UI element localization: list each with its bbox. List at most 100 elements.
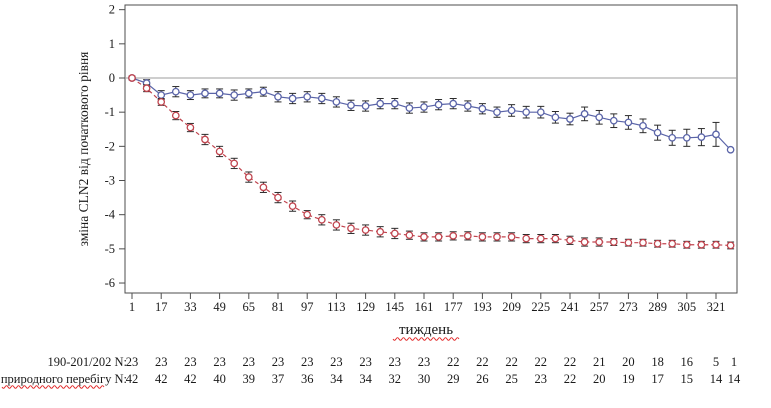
n-table-row-label: 190-201/202 N:	[47, 355, 127, 369]
n-table-value: 30	[418, 372, 431, 386]
x-tick-label: 257	[590, 300, 609, 314]
data-marker-0	[434, 100, 443, 109]
data-marker-1	[697, 240, 706, 249]
data-marker-1	[157, 98, 166, 106]
n-table-value: 20	[593, 372, 606, 386]
data-marker-1	[201, 135, 209, 144]
x-tick-label: 129	[356, 300, 375, 314]
data-marker-1	[434, 233, 443, 241]
n-table-value: 32	[389, 372, 402, 386]
n-table-value: 20	[622, 355, 635, 369]
n-table-value: 23	[155, 355, 168, 369]
x-tick-label: 113	[327, 300, 345, 314]
y-tick-label: -3	[105, 174, 115, 188]
x-axis-title: тиждень	[399, 322, 453, 338]
y-tick-label: 1	[109, 37, 115, 51]
data-marker-1	[347, 224, 355, 233]
data-marker-0	[420, 103, 428, 111]
series-line-1	[131, 77, 731, 247]
data-marker-0	[668, 133, 677, 142]
x-tick-label: 225	[531, 300, 550, 314]
data-marker-1	[449, 232, 458, 240]
data-marker-1	[128, 74, 136, 82]
x-tick-label: 33	[184, 300, 197, 314]
y-tick-label: -5	[105, 242, 115, 256]
x-tick-label: 49	[213, 300, 226, 314]
n-table-value: 5	[713, 355, 719, 369]
data-marker-0	[303, 92, 312, 101]
n-table-value: 23	[418, 355, 431, 369]
data-marker-1	[332, 221, 341, 229]
n-table-value: 14	[710, 372, 723, 386]
n-table-value: 14	[728, 372, 741, 386]
y-axis-title: зміна CLN2 від початкового рівня	[76, 52, 91, 247]
n-table-value: 42	[184, 372, 197, 386]
n-table-value: 40	[213, 372, 226, 386]
data-marker-1	[653, 239, 662, 248]
x-tick-label: 161	[415, 300, 434, 314]
data-marker-1	[420, 233, 428, 241]
data-marker-1	[274, 193, 282, 202]
data-marker-1	[624, 238, 633, 247]
data-marker-1	[171, 111, 180, 120]
data-marker-0	[347, 101, 355, 110]
n-table-value: 26	[476, 372, 489, 386]
n-table-value: 34	[330, 372, 343, 386]
x-tick-label: 17	[155, 300, 168, 314]
n-table-value: 23	[184, 355, 197, 369]
x-tick-label: 193	[473, 300, 492, 314]
data-marker-1	[215, 147, 224, 156]
data-marker-1	[259, 183, 268, 192]
n-table-value: 18	[651, 355, 664, 369]
data-marker-1	[390, 229, 399, 238]
data-marker-1	[405, 231, 414, 240]
data-marker-1	[478, 233, 487, 241]
plot-frame	[124, 4, 738, 294]
data-marker-0	[405, 104, 414, 112]
y-tick-label: 0	[109, 71, 115, 85]
data-marker-0	[551, 113, 560, 122]
data-marker-1	[303, 210, 312, 219]
data-marker-0	[682, 133, 691, 142]
data-marker-1	[493, 233, 501, 241]
x-tick-label: 81	[272, 300, 285, 314]
n-table-value: 23	[272, 355, 285, 369]
data-marker-0	[390, 99, 399, 108]
data-marker-1	[536, 234, 545, 243]
data-marker-0	[157, 91, 166, 99]
n-table-row-label: природного перебігу N:	[1, 372, 127, 386]
x-axis-title-spellcheck-squiggle	[392, 337, 460, 341]
data-marker-0	[376, 99, 385, 108]
n-table-value: 42	[126, 372, 139, 386]
data-marker-0	[580, 110, 589, 118]
x-tick-label: 97	[301, 300, 314, 314]
data-marker-1	[463, 232, 472, 240]
n-table-value: 15	[681, 372, 694, 386]
y-tick-label: -4	[105, 208, 116, 222]
data-marker-0	[493, 108, 501, 117]
n-table-value: 23	[301, 355, 314, 369]
n-table-value: 1	[731, 355, 737, 369]
data-marker-0	[712, 130, 720, 139]
n-table-value: 22	[476, 355, 489, 369]
data-marker-0	[201, 89, 209, 98]
row-label-spellcheck-squiggle	[1, 385, 105, 389]
data-marker-0	[566, 115, 574, 123]
data-marker-0	[244, 89, 253, 98]
data-marker-0	[230, 91, 239, 99]
data-marker-0	[595, 113, 604, 122]
n-table-value: 16	[681, 355, 694, 369]
n-table-value: 23	[243, 355, 256, 369]
x-tick-label: 65	[243, 300, 256, 314]
n-table-value: 23	[213, 355, 226, 369]
n-table-value: 34	[359, 372, 372, 386]
n-table-value: 17	[651, 372, 664, 386]
x-tick-label: 1	[129, 300, 135, 314]
n-table-value: 37	[272, 372, 285, 386]
n-table-value: 23	[359, 355, 372, 369]
data-marker-1	[682, 240, 691, 249]
data-marker-0	[463, 102, 472, 110]
y-tick-label: -2	[105, 139, 115, 153]
x-tick-label: 305	[677, 300, 696, 314]
data-marker-1	[580, 238, 589, 246]
